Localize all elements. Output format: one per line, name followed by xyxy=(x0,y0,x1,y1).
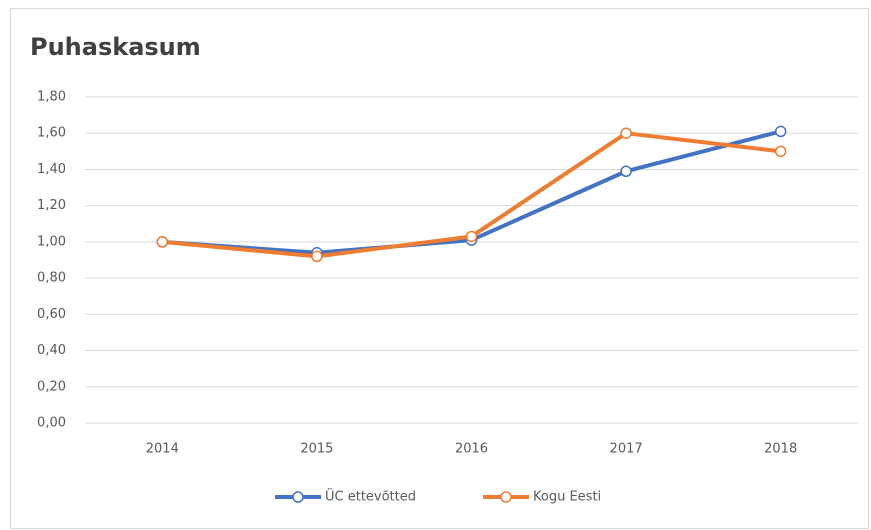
y-tick-label: 0,20 xyxy=(37,379,66,394)
data-point xyxy=(311,250,323,263)
legend-label: Kogu Eesti xyxy=(533,490,601,505)
y-tick-label: 0,80 xyxy=(37,271,66,286)
data-point xyxy=(465,230,478,243)
y-tick-label: 1,60 xyxy=(37,126,66,141)
x-tick-label: 2014 xyxy=(146,442,179,457)
legend-label: ÜC ettevõtted xyxy=(325,488,416,505)
y-tick-label: 0,00 xyxy=(37,416,66,431)
legend-marker xyxy=(292,491,304,503)
y-tick-label: 0,60 xyxy=(37,307,66,322)
chart-title: Puhaskasum xyxy=(30,33,201,61)
data-point xyxy=(774,145,787,158)
data-point xyxy=(774,125,787,138)
y-tick-label: 0,40 xyxy=(37,343,66,358)
y-tick-label: 1,80 xyxy=(37,90,66,105)
x-tick-label: 2016 xyxy=(455,442,488,457)
y-tick-label: 1,00 xyxy=(37,234,66,249)
y-tick-label: 1,40 xyxy=(37,162,66,177)
x-tick-label: 2015 xyxy=(300,442,333,457)
data-point xyxy=(156,236,169,248)
x-tick-label: 2018 xyxy=(764,442,797,457)
x-tick-label: 2017 xyxy=(610,442,643,457)
data-point xyxy=(620,127,632,139)
y-tick-label: 1,20 xyxy=(37,198,66,213)
data-point xyxy=(620,165,632,178)
chart-border xyxy=(10,8,869,529)
legend-marker xyxy=(500,491,512,503)
